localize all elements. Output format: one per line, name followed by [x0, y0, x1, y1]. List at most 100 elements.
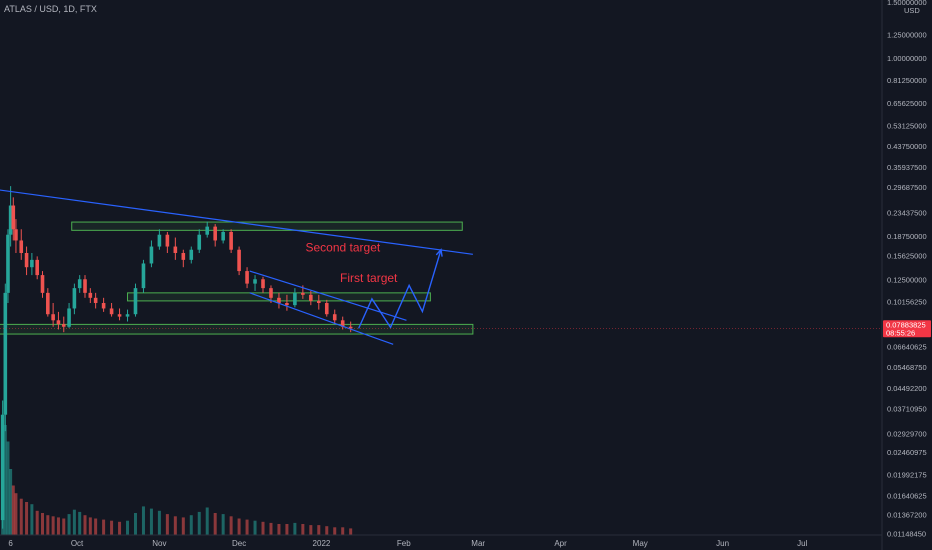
support-resistance-zone [0, 323, 474, 335]
volume-bar [94, 518, 98, 535]
volume-bar [118, 521, 122, 535]
time-tick-label: 6 [8, 539, 13, 548]
volume-bar [102, 519, 106, 535]
price-tick-label: 0.05468750 [887, 363, 927, 372]
price-tick-label: 0.02929700 [887, 430, 927, 439]
zones-layer [0, 221, 474, 335]
volume-bar [229, 516, 233, 535]
candle-body [11, 205, 16, 230]
volume-bar [245, 519, 249, 535]
projected-arrowhead [435, 248, 443, 257]
volume-bar [133, 513, 137, 535]
candle-body [83, 279, 87, 293]
time-tick-label: May [633, 539, 648, 548]
volume-bar [301, 524, 305, 535]
candle-body [14, 229, 18, 241]
volume-bar [189, 515, 193, 535]
candle-body [197, 234, 202, 250]
chart-title: ATLAS / USD, 1D, FTX [4, 4, 97, 14]
price-tick-label: 0.29687500 [887, 183, 927, 192]
candle-body [6, 234, 10, 293]
candle-body [93, 297, 98, 304]
candle-body [88, 292, 93, 298]
time-tick-label: Oct [71, 539, 84, 548]
volume-bar [157, 510, 161, 535]
time-tick-label: Nov [152, 539, 166, 548]
time-tick-label: Feb [397, 539, 411, 548]
candle-body [72, 288, 77, 309]
volume-bar [141, 506, 145, 535]
time-tick-label: Jul [797, 539, 807, 548]
candle-body [149, 246, 154, 264]
time-tick-label: Jun [716, 539, 729, 548]
price-tick-label: 0.81250000 [887, 76, 927, 85]
volume-bar [173, 516, 177, 535]
price-tick-label: 0.43750000 [887, 142, 927, 151]
candle-body [56, 320, 61, 325]
first-target-label: First target [340, 271, 398, 285]
volume-bar [341, 527, 345, 535]
price-tick-label: 0.01992175 [887, 471, 927, 480]
price-tick-label: 0.23437500 [887, 208, 927, 217]
countdown-timer: 08:55:26 [886, 328, 915, 337]
candle-body [277, 297, 281, 304]
price-tick-label: 0.53125000 [887, 121, 927, 130]
volume-bar [325, 526, 329, 535]
candle-body [293, 292, 297, 306]
candle-body [253, 279, 257, 284]
time-tick-label: Apr [554, 539, 567, 548]
candle-body [285, 303, 289, 306]
candle-body [109, 308, 114, 315]
volume-bar [293, 522, 297, 535]
volume-bar [72, 509, 76, 535]
volume-bar [165, 514, 169, 535]
volume-bar [88, 517, 92, 535]
candle-body [316, 300, 321, 304]
candle-body [165, 234, 170, 247]
candle-body [237, 249, 241, 272]
price-axis-unit: USD [904, 6, 920, 15]
price-tick-label: 0.01367200 [887, 511, 927, 520]
volume-bar [317, 525, 321, 535]
volume-bar [269, 522, 273, 535]
candle-body [173, 246, 178, 253]
time-tick-label: Mar [471, 539, 485, 548]
time-tick-label: Dec [232, 539, 246, 548]
candle-body [30, 259, 34, 268]
volume-bar [221, 514, 225, 535]
candle-body [324, 303, 329, 315]
volume-bar [333, 527, 337, 535]
volume-bar [35, 510, 39, 535]
volume-bar [67, 514, 71, 535]
price-tick-label: 0.01148450 [887, 529, 926, 538]
price-tick-label: 0.01640625 [887, 491, 927, 500]
volume-bar [110, 520, 114, 535]
candle-body [301, 292, 305, 295]
candle-body [40, 275, 45, 293]
volume-bar [6, 441, 10, 535]
candle-body [24, 252, 29, 268]
volume-bar [126, 520, 130, 535]
candle-body [61, 324, 66, 327]
candle-body [189, 249, 194, 260]
annotation-layer: First target Second target [306, 241, 399, 285]
candle-body [213, 226, 217, 241]
candle-body [35, 259, 39, 276]
volume-layer [1, 425, 353, 535]
volume-bar [181, 517, 185, 535]
volume-bar [25, 502, 29, 535]
candle-body [51, 314, 55, 321]
candle-body [229, 231, 233, 250]
candle-body [261, 279, 265, 289]
price-tick-label: 0.18750000 [887, 232, 927, 241]
volume-bar [237, 518, 241, 535]
volume-bar [51, 516, 55, 535]
volume-bar [9, 469, 13, 535]
time-axis[interactable]: 6 Oct Nov Dec 2022 Feb Mar Apr May Jun Jul [0, 534, 882, 548]
candle-body [3, 292, 8, 415]
volume-bar [78, 511, 82, 535]
price-tick-label: 0.15625000 [887, 252, 927, 261]
candle-body [125, 314, 130, 317]
